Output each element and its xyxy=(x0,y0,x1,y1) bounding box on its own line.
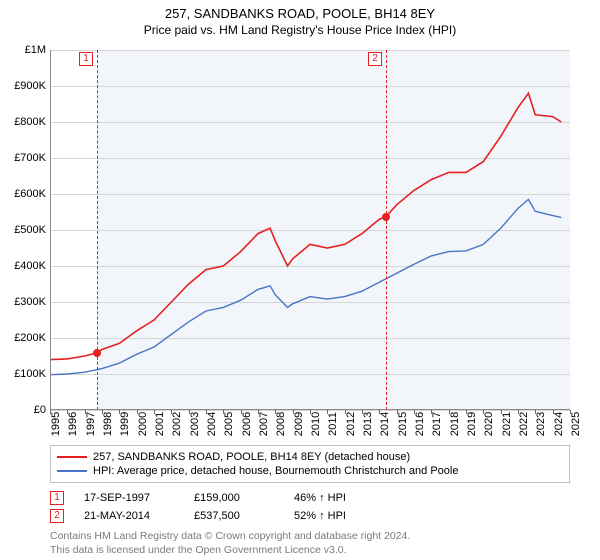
x-tick-label: 2004 xyxy=(206,412,218,436)
marker-badge: 1 xyxy=(79,52,93,66)
legend-swatch xyxy=(57,470,87,472)
x-tick-label: 2005 xyxy=(223,412,235,436)
x-tick-label: 2011 xyxy=(327,412,339,436)
legend-row: HPI: Average price, detached house, Bour… xyxy=(57,464,563,478)
line-series-svg xyxy=(50,50,570,410)
sale-date: 21-MAY-2014 xyxy=(84,510,174,522)
x-tick-label: 1995 xyxy=(50,412,62,436)
x-tick-label: 2007 xyxy=(258,412,270,436)
x-axis-line xyxy=(50,409,570,410)
x-tick-label: 2019 xyxy=(466,412,478,436)
x-tick-label: 2018 xyxy=(449,412,461,436)
marker-dot xyxy=(93,349,101,357)
marker-badge: 2 xyxy=(368,52,382,66)
x-tick-label: 2015 xyxy=(397,412,409,436)
sales-row: 1 17-SEP-1997 £159,000 46% ↑ HPI xyxy=(50,489,570,507)
sale-date: 17-SEP-1997 xyxy=(84,492,174,504)
y-tick-label: £1M xyxy=(25,44,50,56)
marker-dot xyxy=(382,213,390,221)
x-tick-label: 2020 xyxy=(483,412,495,436)
title-main: 257, SANDBANKS ROAD, POOLE, BH14 8EY xyxy=(0,6,600,21)
x-tick-label: 1996 xyxy=(67,412,79,436)
y-tick-label: £300K xyxy=(14,296,50,308)
chart-plot-area: £0£100K£200K£300K£400K£500K£600K£700K£80… xyxy=(50,50,570,410)
y-tick-label: £200K xyxy=(14,332,50,344)
y-tick-label: £600K xyxy=(14,188,50,200)
sales-row: 2 21-MAY-2014 £537,500 52% ↑ HPI xyxy=(50,507,570,525)
legend-label: HPI: Average price, detached house, Bour… xyxy=(93,465,458,477)
x-tick-label: 2009 xyxy=(293,412,305,436)
x-tick-label: 2010 xyxy=(310,412,322,436)
footnote: Contains HM Land Registry data © Crown c… xyxy=(50,529,570,557)
x-tick-label: 2012 xyxy=(345,412,357,436)
series-property xyxy=(50,93,561,359)
sales-table: 1 17-SEP-1997 £159,000 46% ↑ HPI 2 21-MA… xyxy=(50,489,570,525)
x-tick-label: 2000 xyxy=(137,412,149,436)
footnote-line: Contains HM Land Registry data © Crown c… xyxy=(50,529,570,543)
x-tick-label: 2016 xyxy=(414,412,426,436)
sale-price: £159,000 xyxy=(194,492,274,504)
legend-label: 257, SANDBANKS ROAD, POOLE, BH14 8EY (de… xyxy=(93,451,410,463)
sale-badge: 2 xyxy=(50,509,64,523)
sale-badge: 1 xyxy=(50,491,64,505)
chart-container: 257, SANDBANKS ROAD, POOLE, BH14 8EY Pri… xyxy=(0,0,600,560)
title-block: 257, SANDBANKS ROAD, POOLE, BH14 8EY Pri… xyxy=(0,0,600,41)
y-tick-label: £800K xyxy=(14,116,50,128)
title-sub: Price paid vs. HM Land Registry's House … xyxy=(0,23,600,37)
legend-row: 257, SANDBANKS ROAD, POOLE, BH14 8EY (de… xyxy=(57,450,563,464)
x-tick-label: 2006 xyxy=(241,412,253,436)
y-tick-label: £900K xyxy=(14,80,50,92)
x-tick-label: 2001 xyxy=(154,412,166,436)
sale-pct: 46% ↑ HPI xyxy=(294,492,384,504)
marker-line xyxy=(386,50,387,410)
x-tick-label: 2025 xyxy=(570,412,582,436)
x-tick-label: 2022 xyxy=(518,412,530,436)
y-tick-label: £500K xyxy=(14,224,50,236)
legend-swatch xyxy=(57,456,87,458)
y-tick-label: £0 xyxy=(34,404,50,416)
series-hpi xyxy=(50,199,561,374)
x-tick-label: 1999 xyxy=(119,412,131,436)
y-tick-label: £700K xyxy=(14,152,50,164)
sale-price: £537,500 xyxy=(194,510,274,522)
sale-pct: 52% ↑ HPI xyxy=(294,510,384,522)
x-tick-label: 2013 xyxy=(362,412,374,436)
x-tick-label: 2002 xyxy=(171,412,183,436)
y-tick-label: £100K xyxy=(14,368,50,380)
x-tick-label: 2021 xyxy=(501,412,513,436)
x-tick-label: 2023 xyxy=(535,412,547,436)
x-tick-label: 1998 xyxy=(102,412,114,436)
y-axis-line xyxy=(50,50,51,410)
x-tick-label: 1997 xyxy=(85,412,97,436)
x-tick-label: 2024 xyxy=(553,412,565,436)
x-tick-label: 2017 xyxy=(431,412,443,436)
y-tick-label: £400K xyxy=(14,260,50,272)
legend-box: 257, SANDBANKS ROAD, POOLE, BH14 8EY (de… xyxy=(50,445,570,557)
legend-series-list: 257, SANDBANKS ROAD, POOLE, BH14 8EY (de… xyxy=(50,445,570,483)
x-tick-label: 2003 xyxy=(189,412,201,436)
x-tick-label: 2008 xyxy=(275,412,287,436)
footnote-line: This data is licensed under the Open Gov… xyxy=(50,543,570,557)
x-tick-label: 2014 xyxy=(379,412,391,436)
